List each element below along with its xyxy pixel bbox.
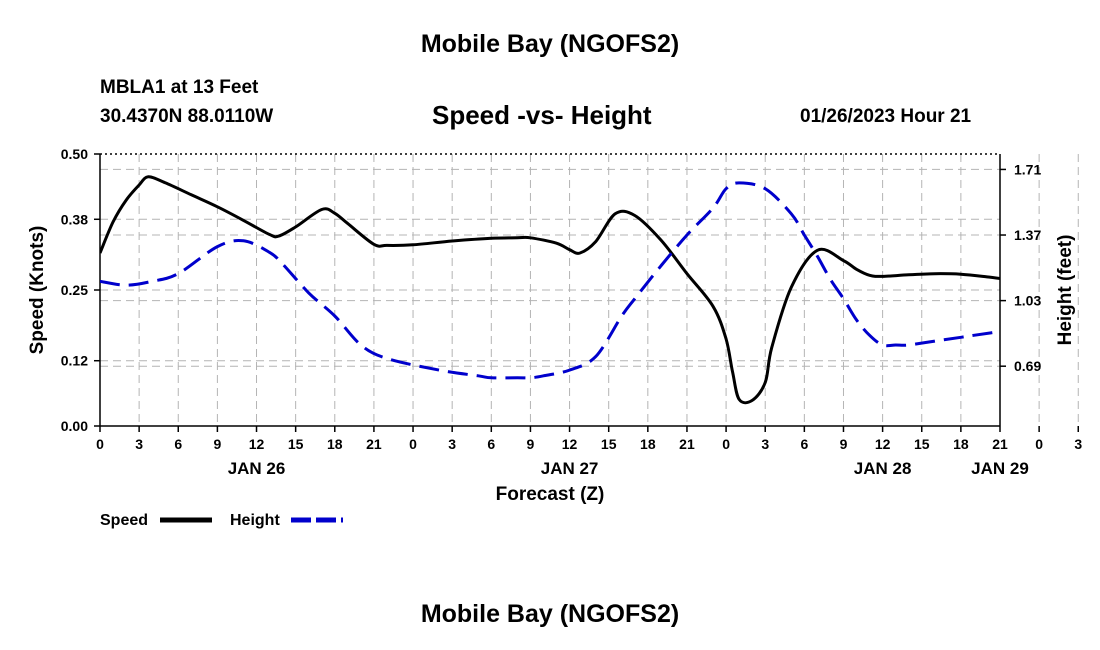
x-tick-label: 6 xyxy=(487,436,495,452)
x-tick-label: 12 xyxy=(875,436,891,452)
y2-tick-label: 1.71 xyxy=(1014,161,1041,177)
date-label: JAN 29 xyxy=(971,459,1029,478)
y-tick-label: 0.50 xyxy=(61,146,88,162)
x-tick-label: 21 xyxy=(366,436,382,452)
x-tick-label: 6 xyxy=(800,436,808,452)
y-tick-label: 0.00 xyxy=(61,418,88,434)
x-tick-label: 15 xyxy=(288,436,304,452)
x-tick-label: 12 xyxy=(562,436,578,452)
date-label: JAN 26 xyxy=(228,459,286,478)
series-line-height xyxy=(100,181,1000,380)
x-tick-label: 0 xyxy=(409,436,417,452)
chart-title: Speed -vs- Height xyxy=(432,100,652,130)
plot-area xyxy=(100,175,1000,405)
bottom-page-title: Mobile Bay (NGOFS2) xyxy=(420,600,680,628)
y2-tick-label: 1.03 xyxy=(1014,293,1041,309)
x-tick-label: 9 xyxy=(527,436,535,452)
forecast-run-time: 01/26/2023 Hour 21 xyxy=(800,106,972,127)
x-tick-label: 0 xyxy=(722,436,730,452)
x-tick-label: 21 xyxy=(992,436,1008,452)
y-tick-label: 0.12 xyxy=(61,353,88,369)
station-coordinates: 30.4370N 88.0110W xyxy=(100,106,274,127)
y-tick-label: 0.25 xyxy=(61,282,88,298)
x-tick-label: 3 xyxy=(1074,436,1082,452)
y2-tick-label: 1.37 xyxy=(1014,227,1041,243)
x-tick-label: 12 xyxy=(249,436,265,452)
y2-tick-label: 0.69 xyxy=(1014,358,1041,374)
date-label: JAN 28 xyxy=(854,459,912,478)
x-tick-label: 18 xyxy=(953,436,969,452)
speed-vs-height-chart: 0.00 0.12 0.25 0.38 0.50 0.69 1.03 1.37 1.71 0 3 6 9… xyxy=(27,146,1082,529)
station-name: MBLA1 at 13 Feet xyxy=(100,77,259,98)
x-tick-label: 21 xyxy=(679,436,695,452)
x-tick-label: 0 xyxy=(96,436,104,452)
y2-axis-title: Height (feet) xyxy=(1055,235,1076,346)
x-tick-label: 9 xyxy=(840,436,848,452)
series-line-speed xyxy=(100,175,1000,405)
date-label: JAN 27 xyxy=(541,459,599,478)
x-tick-label: 3 xyxy=(448,436,456,452)
legend-label-height: Height xyxy=(230,512,280,529)
x-tick-label: 3 xyxy=(135,436,143,452)
x-tick-label: 18 xyxy=(640,436,656,452)
y-axis-title: Speed (Knots) xyxy=(27,226,48,355)
x-tick-label: 15 xyxy=(914,436,930,452)
x-tick-label: 6 xyxy=(174,436,182,452)
x-axis-title: Forecast (Z) xyxy=(496,484,605,505)
y-tick-label: 0.38 xyxy=(61,211,88,227)
legend-label-speed: Speed xyxy=(100,512,148,529)
x-tick-label: 3 xyxy=(761,436,769,452)
page-title: Mobile Bay (NGOFS2) xyxy=(420,30,680,58)
x-tick-label: 15 xyxy=(601,436,617,452)
x-tick-label: 18 xyxy=(327,436,343,452)
x-tick-label: 9 xyxy=(213,436,221,452)
x-tick-label: 0 xyxy=(1035,436,1043,452)
